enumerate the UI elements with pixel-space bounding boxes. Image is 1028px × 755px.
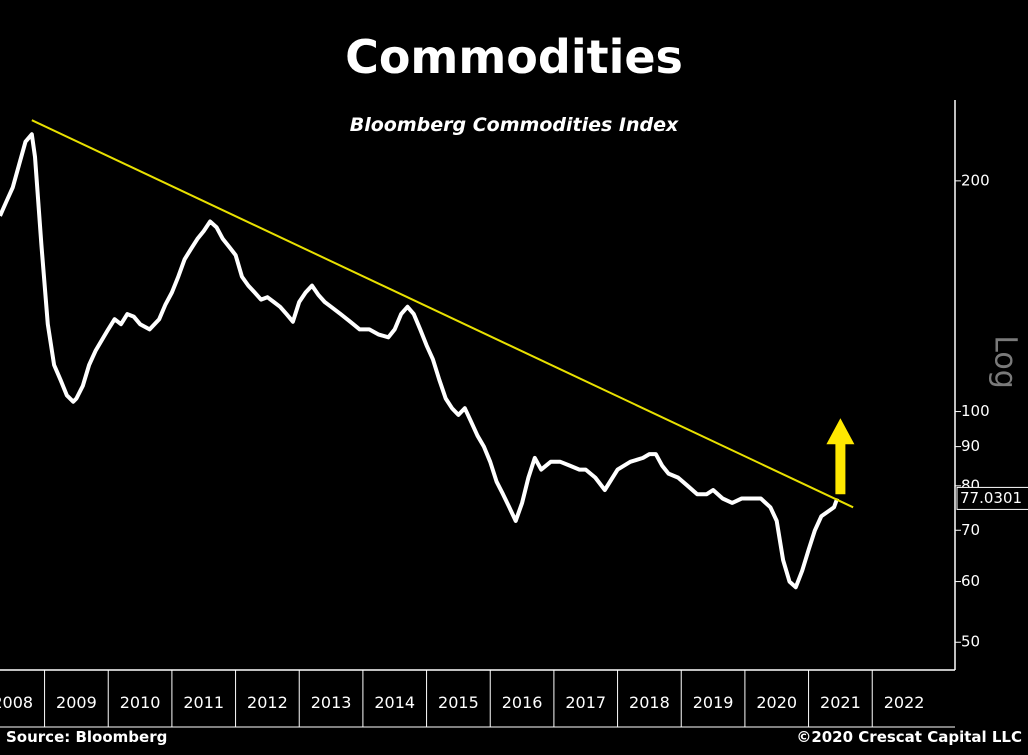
x-tick-label: 2015	[438, 693, 479, 712]
x-tick-label: 2010	[120, 693, 161, 712]
source-note: Source: Bloomberg	[6, 728, 168, 746]
x-tick-label: 2014	[374, 693, 415, 712]
x-tick-label: 2018	[629, 693, 670, 712]
y-tick-label: 100	[961, 402, 990, 420]
commodity-index-line	[0, 132, 840, 590]
x-tick-label: 2016	[502, 693, 543, 712]
x-axis-ticks: 2008 2009 2010 2011 2012 2013 2014 2015 2016 2017…	[0, 670, 924, 727]
chart-title: Commodities	[345, 30, 683, 84]
x-tick-label: 2020	[756, 693, 797, 712]
y-tick-label: 200	[961, 171, 990, 189]
last-value-badge: 77.0301	[956, 486, 1028, 510]
trendline	[31, 119, 854, 509]
last-value-box	[956, 486, 1028, 510]
x-tick-label: 2022	[884, 693, 925, 712]
y-tick-label: 50	[961, 633, 980, 651]
x-tick-label: 2017	[565, 693, 606, 712]
y-tick-label: 60	[961, 572, 980, 590]
x-tick-label: 2011	[183, 693, 224, 712]
y-axis-label: Log	[988, 335, 1023, 389]
x-tick-label: 2012	[247, 693, 288, 712]
last-value-label: 77.0301	[960, 489, 1022, 507]
x-tick-label: 2009	[56, 693, 97, 712]
chart-subtitle: Bloomberg Commodities Index	[349, 114, 679, 136]
x-tick-label: 2013	[311, 693, 352, 712]
y-tick-label: 90	[961, 437, 980, 455]
up-arrow-icon	[826, 418, 855, 495]
y-tick-label: 70	[961, 521, 980, 539]
copyright-note: ©2020 Crescat Capital LLC	[796, 728, 1022, 746]
x-tick-label: 2021	[820, 693, 861, 712]
x-tick-label: 2019	[693, 693, 734, 712]
x-tick-label: 2008	[0, 693, 33, 712]
